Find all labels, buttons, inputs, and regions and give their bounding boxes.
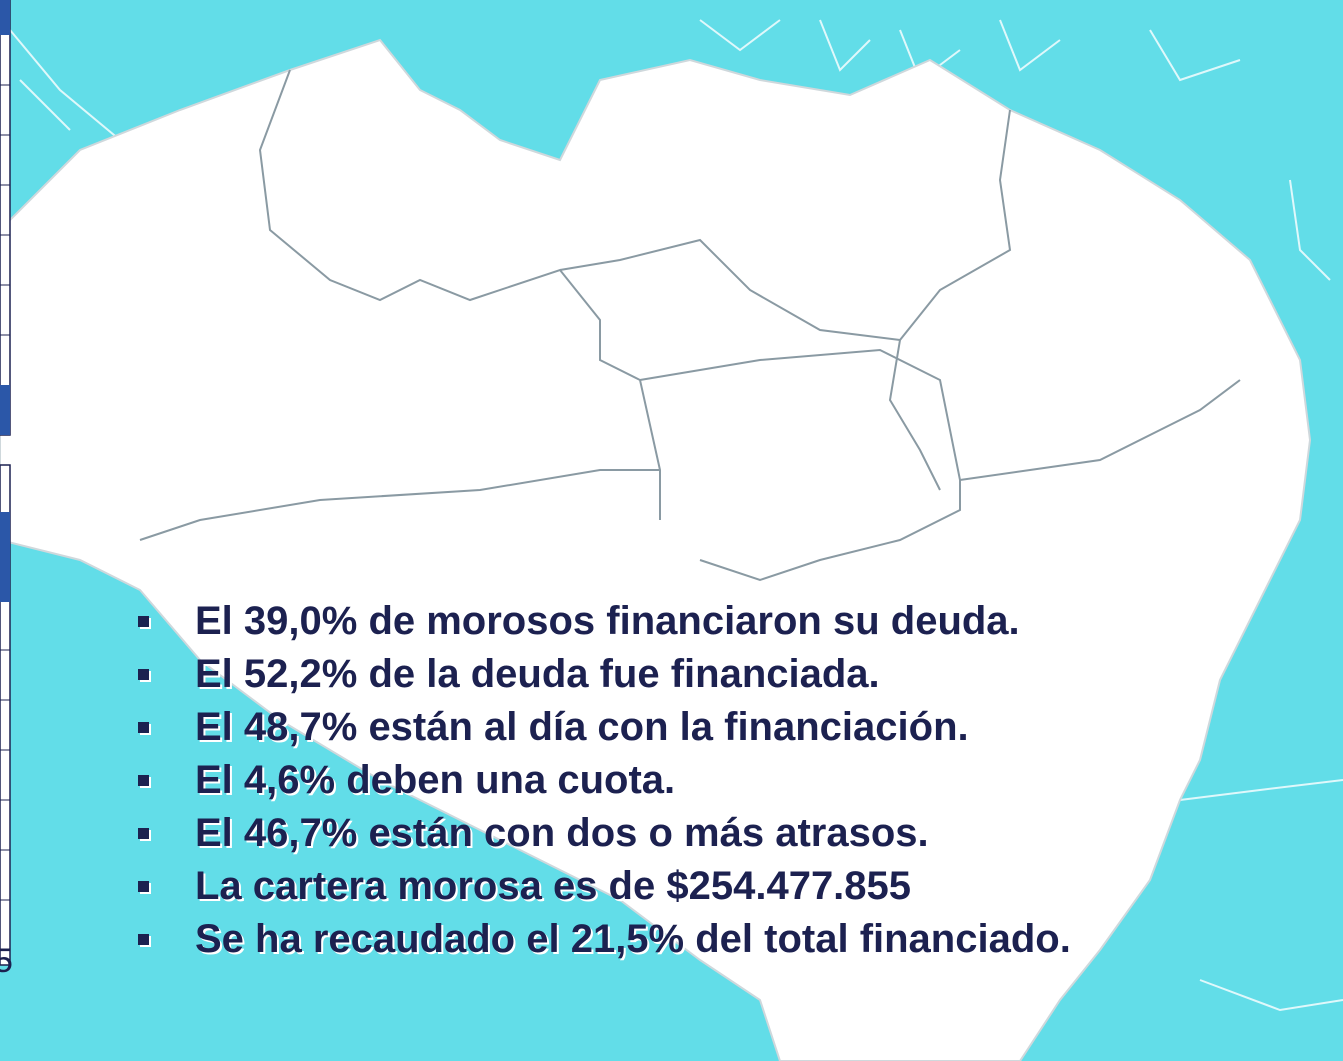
table-edge-label: 5 <box>0 942 13 980</box>
bullet-item: Se ha recaudado el 21,5% del total finan… <box>135 913 1071 966</box>
bullet-item: El 48,7% están al día con la financiació… <box>135 701 1071 754</box>
table-edge <box>0 0 11 966</box>
bullet-item: El 39,0% de morosos financiaron su deuda… <box>135 595 1071 648</box>
bullet-item: La cartera morosa es de $254.477.855 <box>135 860 1071 913</box>
bullet-item: El 46,7% están con dos o más atrasos. <box>135 807 1071 860</box>
bullet-item: El 4,6% deben una cuota. <box>135 754 1071 807</box>
region-borders <box>139 69 1241 582</box>
bullet-item: El 52,2% de la deuda fue financiada. <box>135 648 1071 701</box>
bullet-list: El 39,0% de morosos financiaron su deuda… <box>135 595 1071 966</box>
map-land <box>0 38 1312 1061</box>
